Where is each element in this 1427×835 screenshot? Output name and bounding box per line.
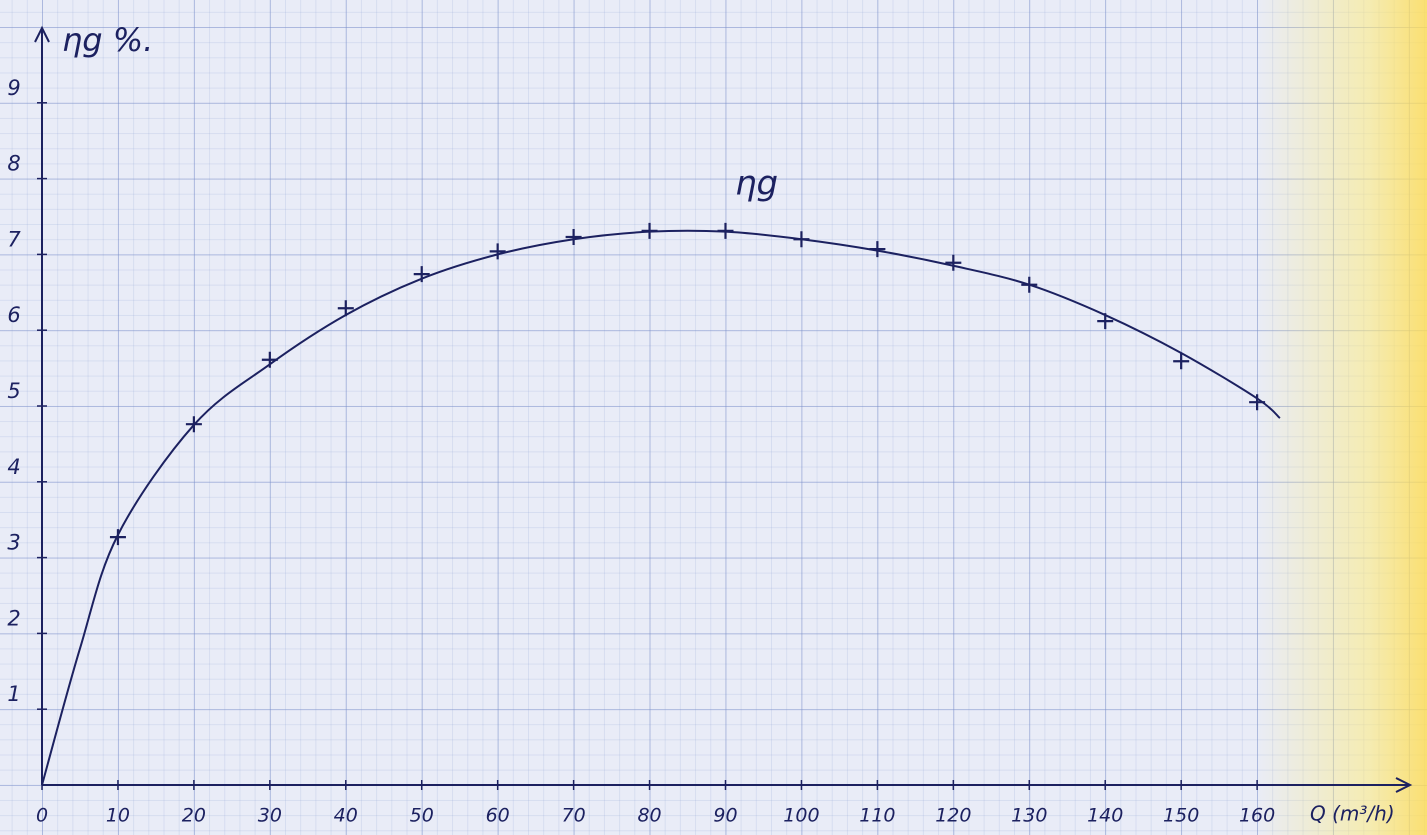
y-tick-label: 8 — [7, 152, 20, 176]
x-tick-label: 30 — [258, 805, 282, 827]
data-point — [945, 255, 961, 271]
data-point — [262, 352, 278, 368]
x-tick-label: 130 — [1011, 805, 1047, 827]
y-tick-label: 7 — [7, 227, 21, 251]
x-tick-label: 90 — [713, 805, 737, 827]
data-point — [869, 241, 885, 257]
x-axis-label: Q (m³/h) — [1310, 802, 1395, 826]
data-point — [1249, 394, 1265, 410]
page: ηg %. Q (m³/h) ηg 0 10 20 30 40 50 60 70 80 90 100… — [0, 0, 1427, 835]
y-tick-label: 9 — [7, 76, 20, 100]
data-point — [490, 243, 506, 259]
data-point — [566, 229, 582, 245]
data-point — [642, 223, 658, 239]
data-point — [338, 300, 354, 316]
y-tick-label: 5 — [7, 379, 20, 403]
data-point — [110, 529, 126, 545]
x-tick-label: 70 — [562, 805, 586, 827]
x-tick-label: 60 — [486, 805, 510, 827]
data-point — [718, 223, 734, 239]
data-point — [1097, 313, 1113, 329]
data-point — [1021, 277, 1037, 293]
chart: ηg %. Q (m³/h) ηg 0 10 20 30 40 50 60 70 80 90 100… — [0, 0, 1427, 835]
y-tick-label: 4 — [7, 455, 20, 479]
curve-label: ηg — [735, 164, 778, 204]
x-tick-label: 20 — [182, 805, 206, 827]
x-tick-label: 10 — [106, 805, 130, 827]
x-tick-label: 110 — [859, 805, 895, 827]
x-tick-label: 160 — [1239, 805, 1275, 827]
y-tick-label: 1 — [7, 682, 20, 706]
x-tick-label: 80 — [637, 805, 661, 827]
y-axis-label: ηg %. — [62, 21, 153, 59]
data-point — [414, 266, 430, 282]
x-tick-label: 150 — [1163, 805, 1199, 827]
y-tick-label: 6 — [7, 303, 20, 327]
y-tick-label: 2 — [7, 606, 20, 630]
x-tick-label: 50 — [410, 805, 434, 827]
y-tick-label: 3 — [7, 531, 20, 555]
x-tick-label: 0 — [36, 805, 48, 827]
x-tick-label: 100 — [783, 805, 819, 827]
x-tick-label: 120 — [935, 805, 971, 827]
x-tick-label: 140 — [1087, 805, 1123, 827]
fit-curve — [42, 231, 1280, 785]
data-point — [793, 231, 809, 247]
x-tick-label: 40 — [334, 805, 358, 827]
